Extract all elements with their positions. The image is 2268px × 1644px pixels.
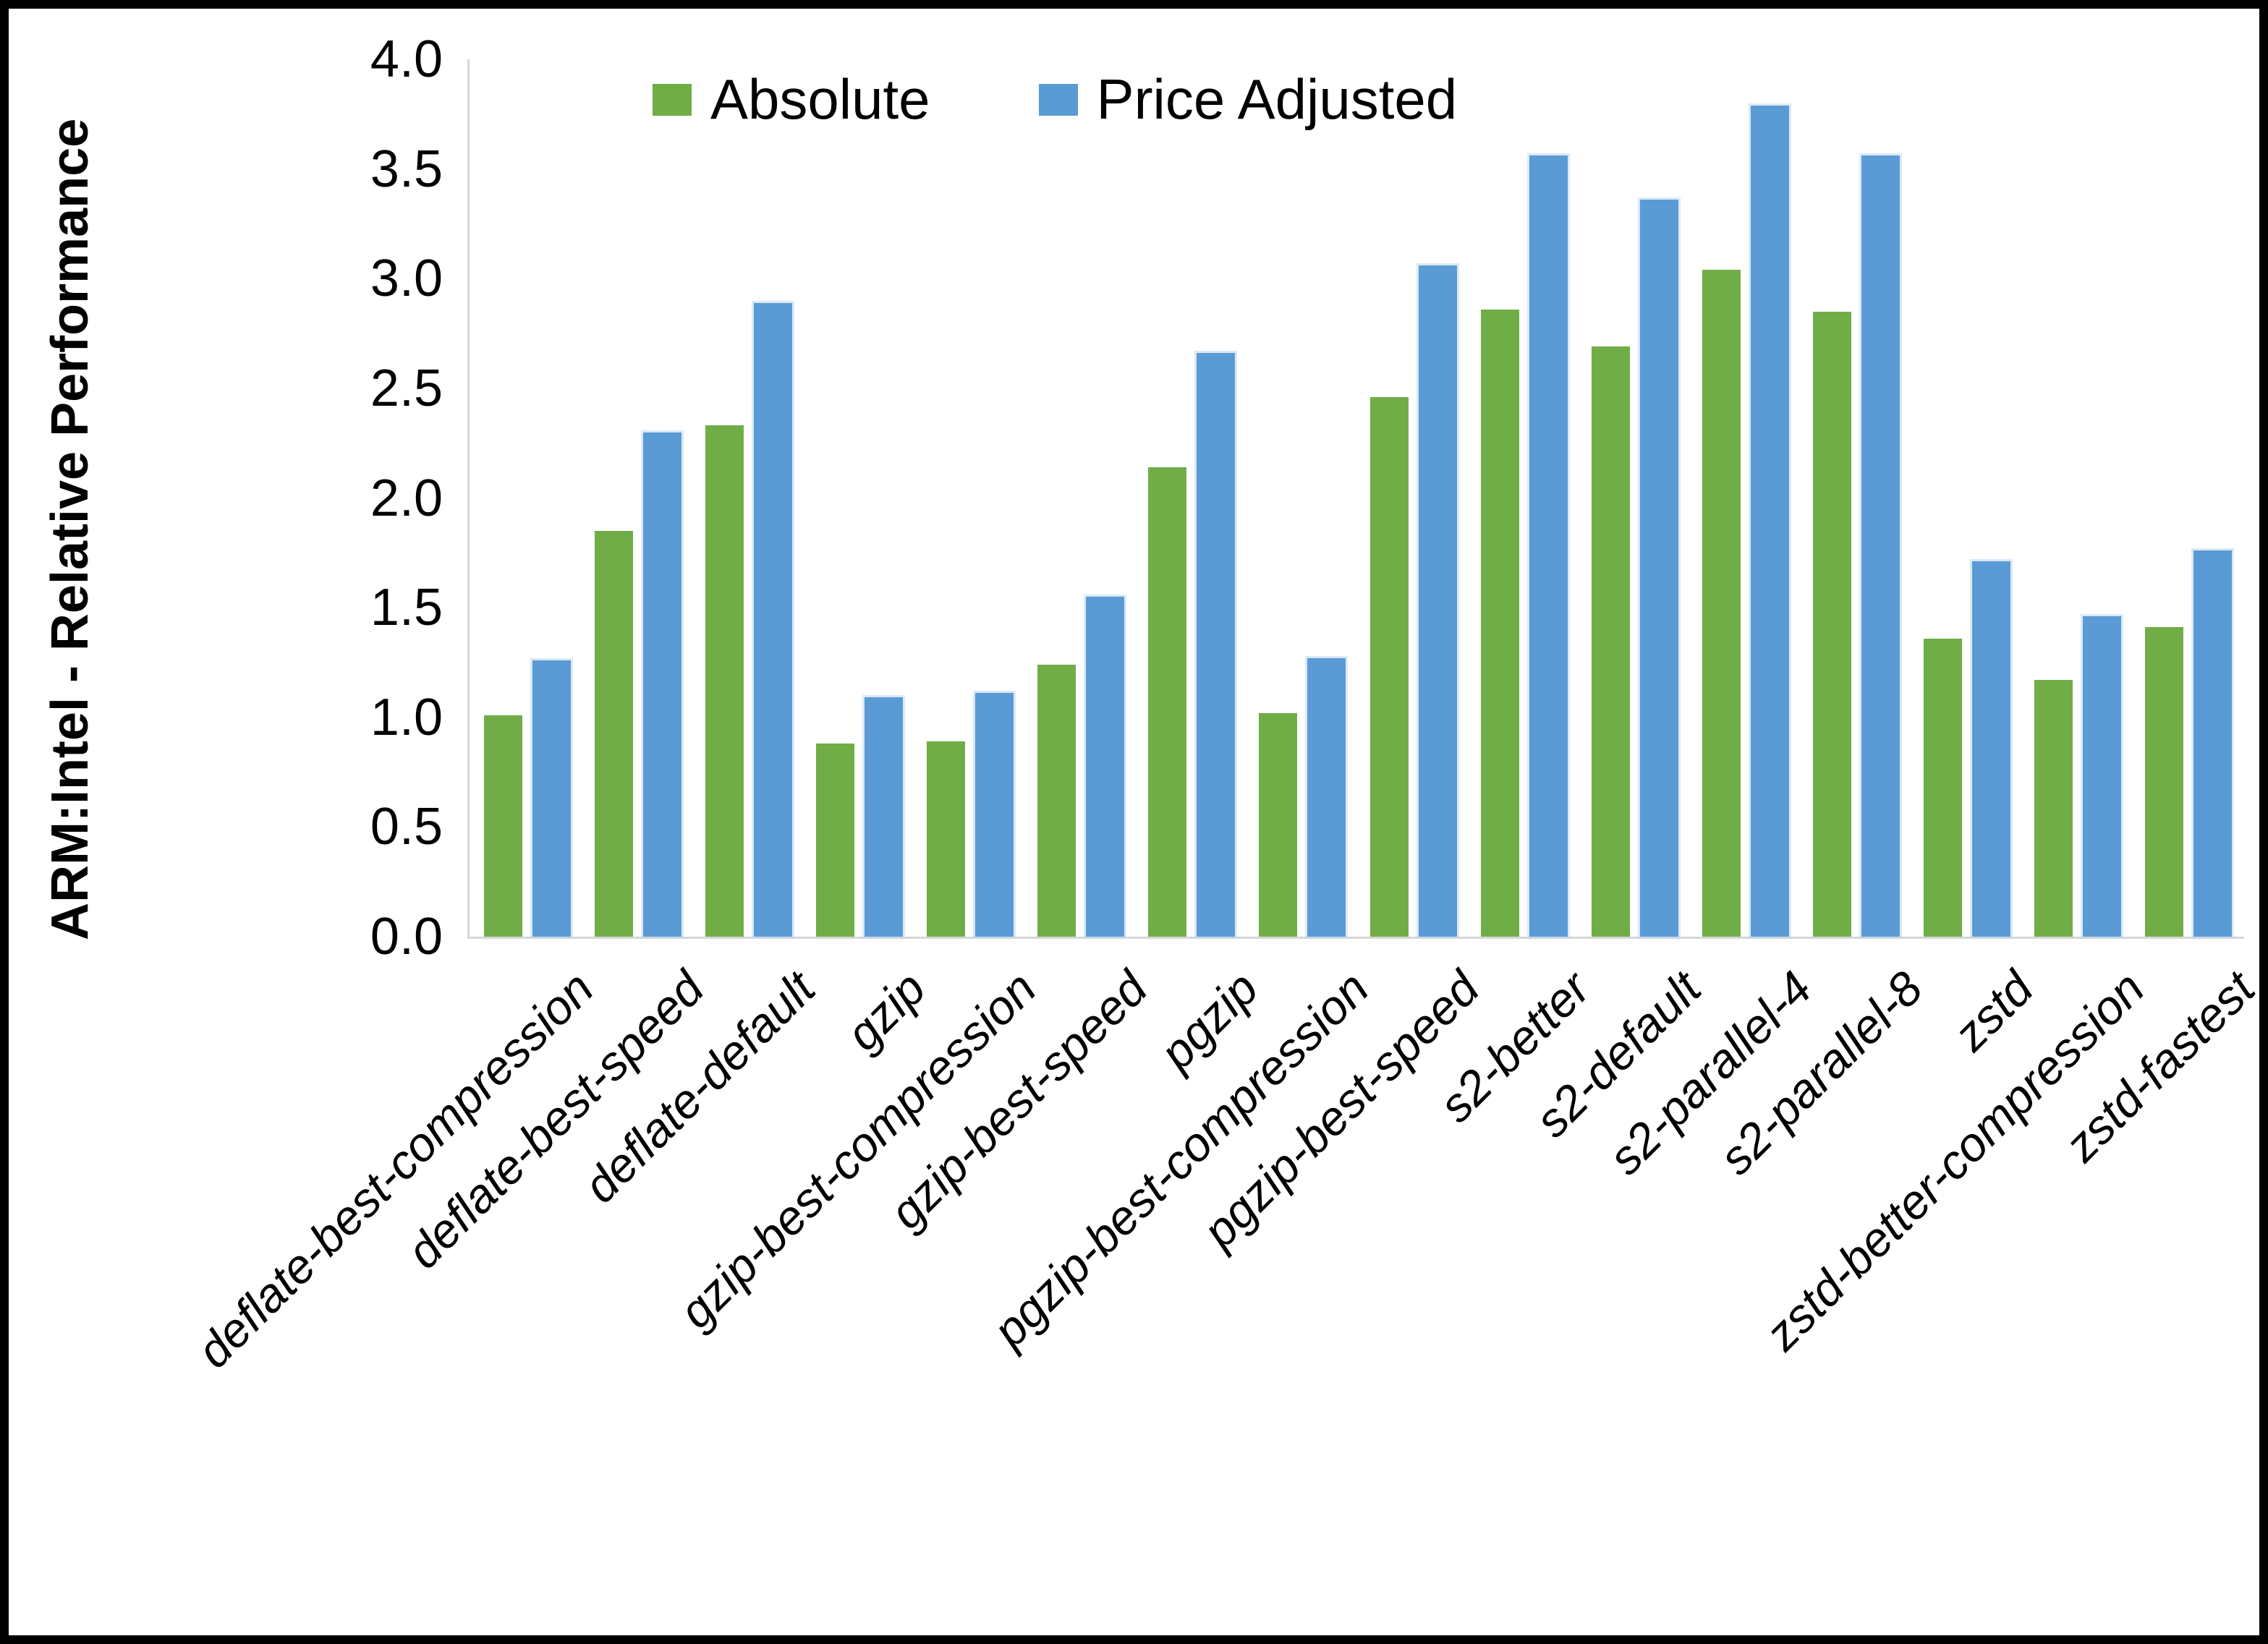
bar-price-adjusted-deflate-best-compression	[532, 660, 571, 937]
bar-absolute-deflate-best-speed	[594, 530, 633, 937]
legend-swatch-absolute	[653, 83, 692, 116]
y-tick-4.0: 4.0	[370, 30, 443, 88]
legend-item-absolute: Absolute	[653, 67, 930, 132]
bar-absolute-s2-better	[1480, 309, 1519, 937]
bar-absolute-s2-parallel-4	[1702, 270, 1741, 937]
bar-absolute-deflate-default	[705, 425, 744, 937]
bar-price-adjusted-pgzip-best-compression	[1307, 657, 1346, 937]
bar-price-adjusted-zstd-better-compression	[2083, 616, 2122, 937]
y-axis-title: ARM:Intel - Relative Performance	[41, 118, 99, 941]
bar-price-adjusted-zstd-fastest	[2193, 550, 2233, 937]
y-tick-0.0: 0.0	[370, 908, 443, 966]
bar-absolute-zstd-fastest	[2145, 627, 2184, 937]
bar-price-adjusted-gzip-best-compression	[975, 693, 1014, 937]
bar-price-adjusted-deflate-default	[753, 302, 792, 937]
y-axis-line	[467, 59, 470, 939]
bar-price-adjusted-s2-better	[1529, 156, 1568, 937]
x-axis-line	[469, 937, 2244, 939]
y-tick-3.5: 3.5	[370, 140, 443, 198]
y-tick-2.5: 2.5	[370, 359, 443, 417]
y-tick-0.5: 0.5	[370, 798, 443, 856]
bar-price-adjusted-pgzip	[1197, 353, 1236, 937]
bar-absolute-pgzip	[1148, 467, 1187, 937]
bar-price-adjusted-deflate-best-speed	[642, 432, 681, 937]
y-tick-1.0: 1.0	[370, 688, 443, 746]
bar-absolute-s2-default	[1591, 346, 1630, 937]
bar-absolute-pgzip-best-speed	[1369, 397, 1409, 937]
bar-price-adjusted-zstd	[1972, 561, 2011, 937]
legend-label-price-adjusted: Price Adjusted	[1096, 67, 1458, 131]
bar-price-adjusted-s2-parallel-4	[1750, 105, 1789, 937]
bar-absolute-gzip-best-compression	[927, 741, 966, 937]
bar-absolute-s2-parallel-8	[1813, 311, 1852, 937]
bar-absolute-gzip	[815, 744, 854, 937]
bar-absolute-deflate-best-compression	[483, 715, 522, 937]
bar-price-adjusted-s2-parallel-8	[1861, 156, 1900, 937]
bar-price-adjusted-gzip	[864, 697, 903, 937]
y-tick-2.0: 2.0	[370, 469, 443, 527]
bar-absolute-zstd-better-compression	[2034, 680, 2073, 937]
legend-swatch-price-adjusted	[1038, 83, 1078, 116]
y-tick-3.0: 3.0	[370, 250, 443, 308]
x-category-label-zstd: zstd	[1943, 961, 2044, 1061]
bar-absolute-pgzip-best-compression	[1259, 712, 1298, 937]
bar-price-adjusted-s2-default	[1639, 200, 1678, 937]
bar-price-adjusted-gzip-best-speed	[1086, 596, 1125, 937]
legend: Absolute Price Adjusted	[653, 67, 1457, 132]
bar-price-adjusted-pgzip-best-speed	[1418, 265, 1457, 937]
legend-label-absolute: Absolute	[710, 67, 930, 131]
bar-absolute-zstd	[1924, 638, 1963, 937]
y-tick-1.5: 1.5	[370, 579, 443, 637]
bar-absolute-gzip-best-speed	[1037, 664, 1076, 937]
legend-item-price-adjusted: Price Adjusted	[1038, 67, 1458, 132]
